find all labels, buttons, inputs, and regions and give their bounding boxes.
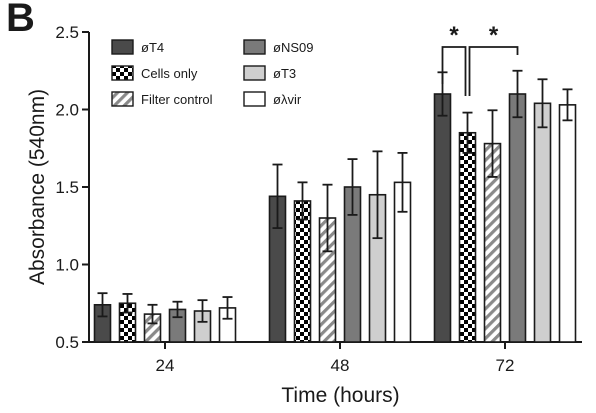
legend-swatch (243, 65, 266, 81)
significance-bracket (468, 46, 519, 96)
legend-label: Cells only (141, 66, 198, 81)
significance-star: * (449, 22, 459, 49)
legend-swatch (111, 39, 134, 55)
x-tick-label: 48 (331, 356, 350, 375)
y-tick-label: 2.5 (55, 23, 79, 42)
legend-label: øλvir (273, 92, 302, 107)
y-tick-label: 1.0 (55, 256, 79, 275)
legend-label: øNS09 (273, 40, 313, 55)
x-tick-label: 72 (496, 356, 515, 375)
y-axis-title: Absorbance (540nm) (26, 89, 49, 285)
panel-label: B (6, 0, 35, 40)
bars-layer (93, 69, 577, 343)
x-tick-label: 24 (156, 356, 175, 375)
legend-label: Filter control (141, 92, 213, 107)
significance-star: * (489, 22, 499, 49)
y-tick-label: 2.0 (55, 101, 79, 120)
significance-layer: * * (441, 22, 519, 96)
bar (433, 93, 452, 343)
bar (533, 102, 552, 343)
legend-swatch (111, 91, 134, 107)
legend-swatch (243, 39, 266, 55)
y-tick-label: 0.5 (55, 333, 79, 352)
legend-swatch (243, 91, 266, 107)
bar (293, 200, 312, 343)
x-axis-title: Time (hours) (281, 384, 399, 407)
bar (558, 104, 577, 343)
bar (508, 93, 527, 343)
legend: øT4 Cells only Filter control øNS09 øT3 øλvir (111, 39, 313, 107)
bar (458, 131, 477, 343)
legend-swatch (111, 65, 134, 81)
legend-label: øT4 (141, 40, 164, 55)
legend-label: øT3 (273, 66, 296, 81)
significance-bracket (441, 46, 467, 96)
y-tick-label: 1.5 (55, 178, 79, 197)
